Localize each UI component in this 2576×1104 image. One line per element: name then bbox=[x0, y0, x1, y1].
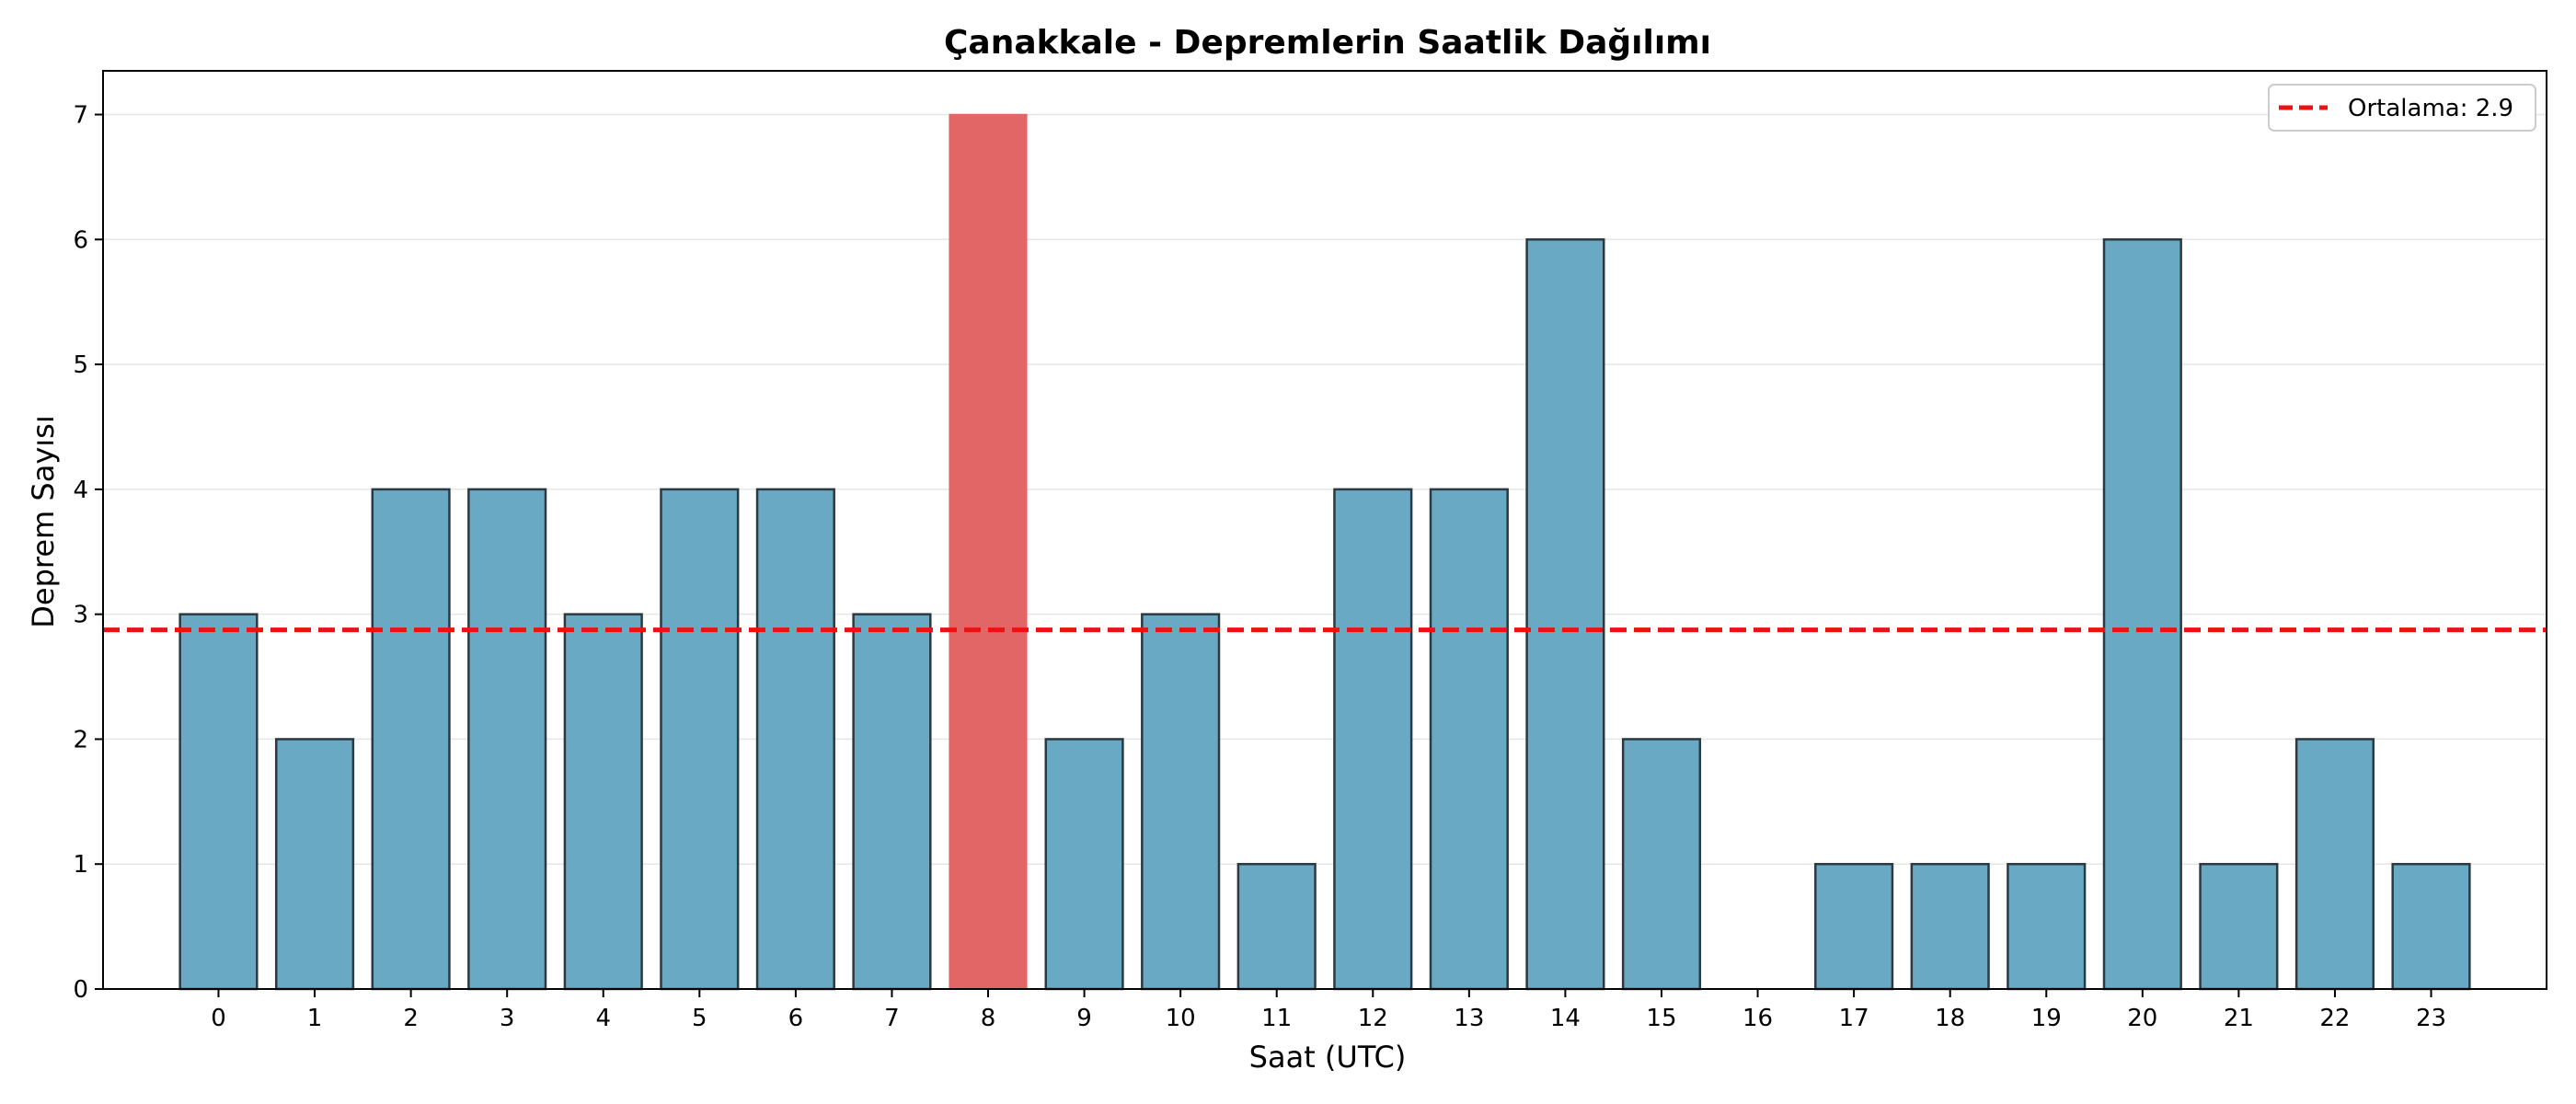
x-tick-label: 23 bbox=[2416, 1005, 2446, 1032]
chart-title: Çanakkale - Depremlerin Saatlik Dağılımı bbox=[944, 24, 1711, 62]
x-tick-label: 16 bbox=[1742, 1005, 1773, 1032]
bar bbox=[2391, 862, 2471, 991]
bar bbox=[467, 488, 547, 991]
x-tick-label: 10 bbox=[1166, 1005, 1196, 1032]
bar bbox=[1814, 862, 1894, 991]
x-tick-label: 12 bbox=[1358, 1005, 1388, 1032]
bar bbox=[1141, 613, 1221, 991]
y-tick-label: 5 bbox=[73, 351, 88, 379]
x-tick-label: 19 bbox=[2031, 1005, 2062, 1032]
bar bbox=[178, 613, 259, 991]
y-tick-label: 0 bbox=[73, 976, 88, 1004]
bar bbox=[371, 488, 451, 991]
x-tick-label: 0 bbox=[211, 1005, 226, 1032]
legend-box bbox=[2268, 84, 2536, 132]
x-tick-label: 20 bbox=[2127, 1005, 2157, 1032]
legend: Ortalama: 2.9 bbox=[2268, 84, 2536, 132]
bars bbox=[178, 113, 2471, 991]
x-tick-label: 22 bbox=[2319, 1005, 2350, 1032]
x-tick-label: 17 bbox=[1839, 1005, 1869, 1032]
bar bbox=[1621, 738, 1702, 991]
bar bbox=[2102, 238, 2182, 991]
bar bbox=[2294, 738, 2375, 991]
y-tick-label: 4 bbox=[73, 477, 88, 504]
y-tick-label: 3 bbox=[73, 602, 88, 629]
x-tick-label: 5 bbox=[692, 1005, 707, 1032]
y-tick-label: 7 bbox=[73, 102, 88, 130]
x-tick-label: 6 bbox=[788, 1005, 804, 1032]
bar bbox=[274, 738, 355, 991]
bar bbox=[1236, 862, 1317, 991]
x-tick-label: 1 bbox=[307, 1005, 323, 1032]
x-tick-label: 8 bbox=[981, 1005, 996, 1032]
y-axis-ticks: 0 1 2 3 4 5 6 7 bbox=[73, 102, 103, 1004]
legend-mean-label: Ortalama: 2.9 bbox=[2348, 95, 2513, 122]
plot-frame bbox=[102, 70, 2547, 990]
x-tick-label: 7 bbox=[884, 1005, 900, 1032]
bar bbox=[2199, 862, 2279, 991]
x-tick-label: 13 bbox=[1454, 1005, 1484, 1032]
y-tick-label: 1 bbox=[73, 851, 88, 879]
bar bbox=[1429, 488, 1509, 991]
x-tick-label: 9 bbox=[1076, 1005, 1092, 1032]
bar bbox=[852, 613, 932, 991]
x-tick-label: 15 bbox=[1646, 1005, 1676, 1032]
bar bbox=[563, 613, 643, 991]
bar bbox=[2007, 862, 2087, 991]
y-tick-label: 6 bbox=[73, 226, 88, 254]
bar bbox=[660, 488, 740, 991]
bar bbox=[1525, 238, 1605, 991]
bar bbox=[1044, 738, 1124, 991]
x-tick-label: 3 bbox=[500, 1005, 515, 1032]
x-tick-label: 11 bbox=[1261, 1005, 1292, 1032]
y-tick-label: 2 bbox=[73, 726, 88, 753]
bar bbox=[1910, 862, 1990, 991]
bar-highlight bbox=[949, 113, 1028, 990]
x-tick-label: 18 bbox=[1935, 1005, 1965, 1032]
y-axis-label: Deprem Sayısı bbox=[26, 415, 61, 627]
bar bbox=[755, 488, 835, 991]
x-axis-ticks: 0 1 2 3 4 5 6 7 8 9 10 11 12 13 14 15 16 17 18 19 20 21 22 23 bbox=[211, 989, 2446, 1032]
x-axis-label: Saat (UTC) bbox=[1249, 1040, 1407, 1075]
bar bbox=[1333, 488, 1413, 991]
x-tick-label: 4 bbox=[595, 1005, 611, 1032]
x-tick-label: 14 bbox=[1550, 1005, 1581, 1032]
x-tick-label: 21 bbox=[2224, 1005, 2254, 1032]
x-tick-label: 2 bbox=[403, 1005, 419, 1032]
